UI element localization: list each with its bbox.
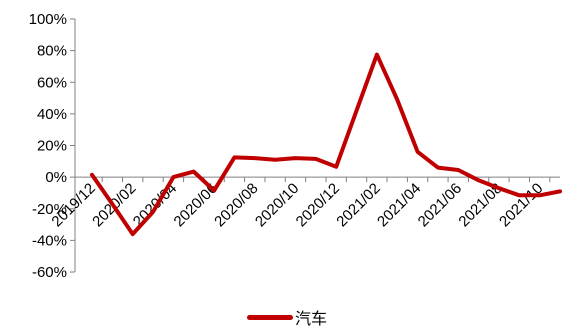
legend-swatch <box>246 314 293 320</box>
x-tick-label: 2021/10 <box>496 180 546 230</box>
y-tick-label: 100% <box>29 11 67 28</box>
x-tick-label: 2021/02 <box>333 180 383 230</box>
y-tick-label: 80% <box>37 43 67 60</box>
x-tick-label: 2020/10 <box>252 180 302 230</box>
y-tick-label: -20% <box>32 201 67 218</box>
series-line <box>90 52 562 237</box>
x-tick-label: 2020/12 <box>293 180 343 230</box>
legend-item-汽车: 汽车 <box>246 305 327 329</box>
y-tick-label: -40% <box>32 232 67 249</box>
y-tick-label: 0% <box>45 169 67 186</box>
y-tick-label: -60% <box>32 264 67 281</box>
y-tick-label: 20% <box>37 138 67 155</box>
x-tick-label: 2021/06 <box>415 180 465 230</box>
x-tick-label: 2021/04 <box>374 180 424 230</box>
x-tick-label: 2020/08 <box>211 180 261 230</box>
series-lines <box>90 52 562 237</box>
y-tick-label: 40% <box>37 106 67 123</box>
y-tick-label: 60% <box>37 74 67 91</box>
y-axis: -60% -40% -20% 0% 20% 40% 60% 80% 100% <box>29 11 76 281</box>
legend: 汽车 <box>0 303 562 331</box>
legend-label: 汽车 <box>294 309 327 328</box>
